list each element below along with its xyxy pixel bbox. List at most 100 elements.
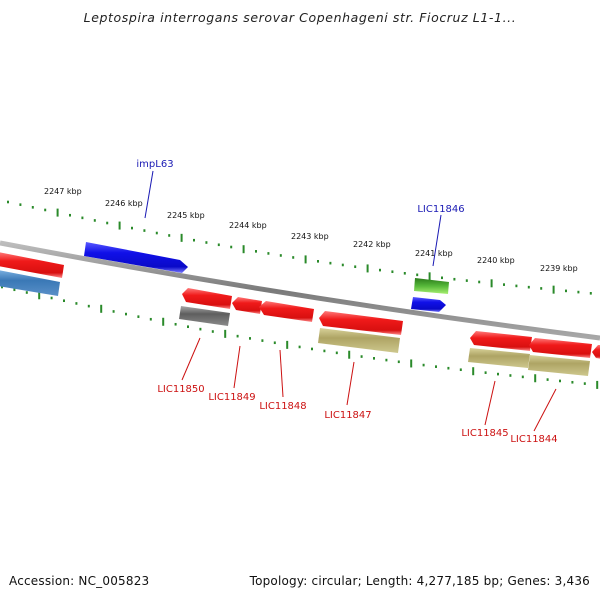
inner-scale-minor-tick <box>236 334 239 338</box>
gene-label-LIC11848[interactable]: LIC11848 <box>259 401 306 412</box>
inner-scale-minor-tick <box>261 339 264 342</box>
outer-scale-minor-tick <box>230 245 233 249</box>
gene-reverse-LIC11850[interactable] <box>182 288 232 309</box>
outer-scale-minor-tick <box>565 289 567 293</box>
inner-scale-minor-tick <box>422 363 425 367</box>
scale-label-2245: 2245 kbp <box>167 211 205 220</box>
inner-scale-minor-tick <box>87 304 90 308</box>
leader-line-impL63 <box>144 170 154 219</box>
outer-scale-minor-tick <box>168 234 171 237</box>
accession-text: Accession: NC_005823 <box>9 574 150 588</box>
gene-reverse-LIC11848[interactable] <box>259 301 314 322</box>
inner-scale-minor-tick <box>373 357 375 360</box>
outer-scale-major-tick <box>428 272 431 281</box>
outer-scale-minor-tick <box>416 273 419 277</box>
inner-scale-minor-tick <box>75 302 78 305</box>
gene-reverse-LIC11850-gray[interactable] <box>179 306 230 326</box>
scale-label-2239: 2239 kbp <box>540 264 578 273</box>
gene-label-impL63[interactable]: impL63 <box>136 159 173 170</box>
outer-scale-minor-tick <box>69 213 71 217</box>
outer-scale-minor-tick <box>217 243 220 247</box>
inner-scale-major-tick <box>472 367 475 376</box>
inner-scale-minor-tick <box>137 315 140 318</box>
scale-label-2243: 2243 kbp <box>291 232 329 241</box>
scale-label-2240: 2240 kbp <box>477 256 515 265</box>
gene-label-LIC11850[interactable]: LIC11850 <box>157 384 204 395</box>
inner-scale-major-tick <box>348 350 351 359</box>
gene-forward-red-left[interactable] <box>0 252 64 278</box>
gene-reverse-blue-arrow[interactable] <box>411 297 446 312</box>
gene-label-LIC11849[interactable]: LIC11849 <box>208 392 255 403</box>
inner-scale-major-tick <box>596 380 599 389</box>
leader-line-LIC11844 <box>533 388 557 432</box>
leader-line-LIC11849 <box>233 345 241 389</box>
outer-scale-minor-tick <box>44 208 47 212</box>
outer-scale-minor-tick <box>19 203 22 206</box>
outer-scale-major-tick <box>490 279 493 288</box>
leader-line-LIC11850 <box>181 337 201 381</box>
outer-scale-minor-tick <box>255 250 257 253</box>
gene-reverse-LIC11844[interactable] <box>529 338 592 358</box>
outer-scale-minor-tick <box>478 280 481 284</box>
gene-forward-LIC11846[interactable] <box>414 278 449 294</box>
inner-scale-minor-tick <box>174 322 177 326</box>
inner-scale-minor-tick <box>125 312 127 316</box>
gene-reverse-LIC11847[interactable] <box>319 311 403 335</box>
gene-label-LIC11844[interactable]: LIC11844 <box>510 434 557 445</box>
inner-scale-minor-tick <box>509 374 512 377</box>
inner-scale-minor-tick <box>50 296 53 300</box>
outer-scale-minor-tick <box>106 221 109 225</box>
gene-label-LIC11847[interactable]: LIC11847 <box>324 410 371 421</box>
outer-scale-minor-tick <box>279 254 282 257</box>
inner-scale-minor-tick <box>397 360 400 364</box>
inner-scale-minor-tick <box>273 341 276 345</box>
inner-scale-minor-tick <box>63 299 65 303</box>
outer-scale-minor-tick <box>354 265 357 269</box>
gene-forward-impL63[interactable] <box>84 242 188 273</box>
gene-label-LIC11846[interactable]: LIC11846 <box>417 204 464 215</box>
inner-scale <box>1 285 599 389</box>
inner-scale-minor-tick <box>112 310 115 313</box>
outer-scale-minor-tick <box>503 283 505 286</box>
outer-scale-minor-tick <box>292 256 295 259</box>
inner-scale-minor-tick <box>199 327 202 331</box>
outer-scale-minor-tick <box>317 260 319 263</box>
gene-reverse-LIC11844-khaki[interactable] <box>528 355 590 376</box>
inner-scale-minor-tick <box>360 355 363 358</box>
outer-scale-minor-tick <box>143 229 146 232</box>
gene-reverse-steelblue-left[interactable] <box>0 270 60 296</box>
outer-scale-major-tick <box>304 255 307 264</box>
inner-scale-minor-tick <box>559 379 561 383</box>
gene-label-LIC11845[interactable]: LIC11845 <box>461 428 508 439</box>
inner-scale-major-tick <box>224 329 227 338</box>
scale-label-2244: 2244 kbp <box>229 221 267 230</box>
gene-reverse-LIC11845[interactable] <box>470 331 532 351</box>
outer-scale-minor-tick <box>441 276 443 280</box>
leader-line-LIC11846 <box>432 214 442 267</box>
outer-scale-minor-tick <box>577 290 580 294</box>
inner-scale-major-tick <box>534 374 537 383</box>
scale-label-2246: 2246 kbp <box>105 199 143 208</box>
inner-scale-minor-tick <box>447 366 450 370</box>
leader-line-LIC11847 <box>346 361 355 406</box>
inner-scale-minor-tick <box>323 349 326 353</box>
outer-scale-minor-tick <box>379 268 381 272</box>
gene-reverse-red-right[interactable] <box>592 345 600 359</box>
outer-scale-minor-tick <box>329 261 332 265</box>
outer-scale-minor-tick <box>527 285 530 289</box>
outer-scale-minor-tick <box>465 279 468 282</box>
outer-scale-minor-tick <box>341 263 344 267</box>
outer-scale-minor-tick <box>540 287 543 290</box>
gene-reverse-LIC11849[interactable] <box>232 297 262 314</box>
inner-scale-minor-tick <box>546 378 549 381</box>
gene-reverse-LIC11847-khaki[interactable] <box>318 328 400 353</box>
inner-scale-minor-tick <box>459 368 462 372</box>
genome-summary-text: Topology: circular; Length: 4,277,185 bp… <box>249 574 590 588</box>
outer-scale-minor-tick <box>193 238 195 242</box>
inner-scale-minor-tick <box>435 365 437 368</box>
inner-scale-minor-tick <box>249 337 251 340</box>
gene-reverse-LIC11845-khaki[interactable] <box>468 348 530 368</box>
outer-scale-minor-tick <box>7 200 9 204</box>
outer-scale <box>7 200 592 295</box>
